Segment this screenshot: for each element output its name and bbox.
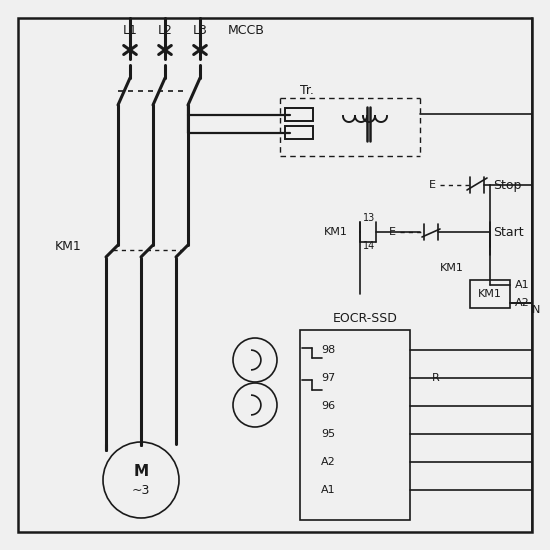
Text: MCCB: MCCB	[228, 24, 265, 36]
Text: R: R	[432, 373, 440, 383]
Text: A1: A1	[515, 280, 530, 290]
Text: 13: 13	[363, 213, 375, 223]
Text: 95: 95	[321, 429, 335, 439]
Text: N: N	[532, 305, 540, 315]
Text: KM1: KM1	[324, 227, 348, 237]
Text: Stop: Stop	[493, 179, 521, 191]
Text: KM1: KM1	[478, 289, 502, 299]
Bar	[300, 330, 410, 520]
Text: L2: L2	[157, 24, 173, 36]
Text: A2: A2	[321, 457, 336, 467]
Text: L1: L1	[123, 24, 138, 36]
Text: 96: 96	[321, 401, 335, 411]
Bar	[470, 280, 510, 308]
Text: KM1: KM1	[440, 263, 464, 273]
Text: KM1: KM1	[55, 240, 82, 254]
Bar	[285, 108, 313, 121]
Text: Tr.: Tr.	[300, 84, 314, 96]
Text: M: M	[134, 465, 149, 480]
Text: 97: 97	[321, 373, 335, 383]
Text: E: E	[389, 227, 396, 237]
Text: ~3: ~3	[132, 483, 150, 497]
Text: 98: 98	[321, 345, 335, 355]
Text: L3: L3	[192, 24, 207, 36]
Text: E: E	[429, 180, 436, 190]
Text: Start: Start	[493, 226, 524, 239]
Text: 14: 14	[363, 241, 375, 251]
Text: A2: A2	[515, 298, 530, 308]
Bar	[285, 126, 313, 139]
Text: EOCR-SSD: EOCR-SSD	[333, 311, 398, 324]
Text: A1: A1	[321, 485, 336, 495]
